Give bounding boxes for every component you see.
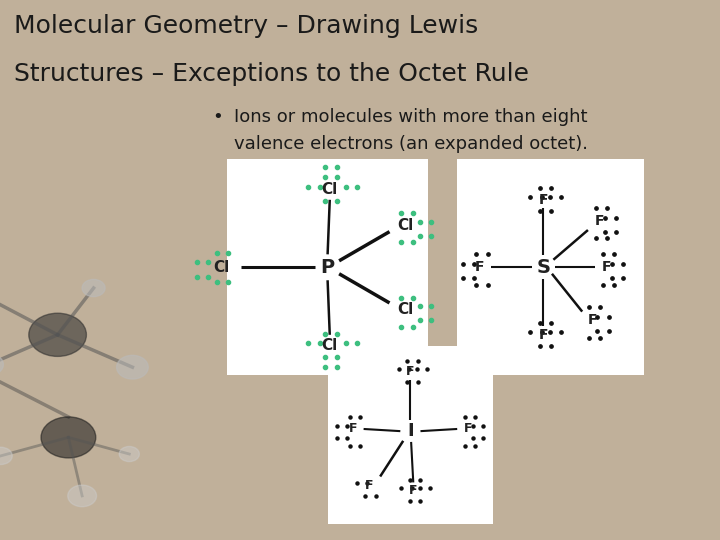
Text: Cl: Cl xyxy=(213,260,229,275)
Text: P: P xyxy=(320,258,335,277)
Text: F: F xyxy=(364,478,373,491)
Text: Structures – Exceptions to the Octet Rule: Structures – Exceptions to the Octet Rul… xyxy=(14,62,529,86)
Circle shape xyxy=(117,355,148,379)
Circle shape xyxy=(41,417,96,458)
Text: F: F xyxy=(539,193,548,207)
Text: Molecular Geometry – Drawing Lewis: Molecular Geometry – Drawing Lewis xyxy=(14,14,479,37)
Text: I: I xyxy=(407,422,414,440)
Bar xyxy=(227,159,428,375)
Text: Cl: Cl xyxy=(397,218,413,233)
Text: F: F xyxy=(588,313,597,327)
Text: F: F xyxy=(464,422,472,435)
Circle shape xyxy=(82,279,105,296)
Text: F: F xyxy=(602,260,611,274)
Text: S: S xyxy=(536,258,550,277)
Circle shape xyxy=(68,485,96,507)
Text: F: F xyxy=(406,365,415,378)
Circle shape xyxy=(29,313,86,356)
Text: F: F xyxy=(595,214,604,228)
Circle shape xyxy=(0,447,12,464)
Circle shape xyxy=(120,447,140,462)
Text: Cl: Cl xyxy=(322,338,338,353)
Text: F: F xyxy=(348,422,357,435)
Text: •: • xyxy=(212,108,223,126)
Text: F: F xyxy=(409,484,418,497)
Text: Cl: Cl xyxy=(397,302,413,317)
Text: F: F xyxy=(475,260,485,274)
Circle shape xyxy=(0,354,4,375)
Text: Ions or molecules with more than eight: Ions or molecules with more than eight xyxy=(234,108,588,126)
Text: F: F xyxy=(539,328,548,342)
Bar xyxy=(457,159,644,375)
Text: valence electrons (an expanded octet).: valence electrons (an expanded octet). xyxy=(234,135,588,153)
Text: Cl: Cl xyxy=(322,181,338,197)
Bar xyxy=(328,346,493,524)
